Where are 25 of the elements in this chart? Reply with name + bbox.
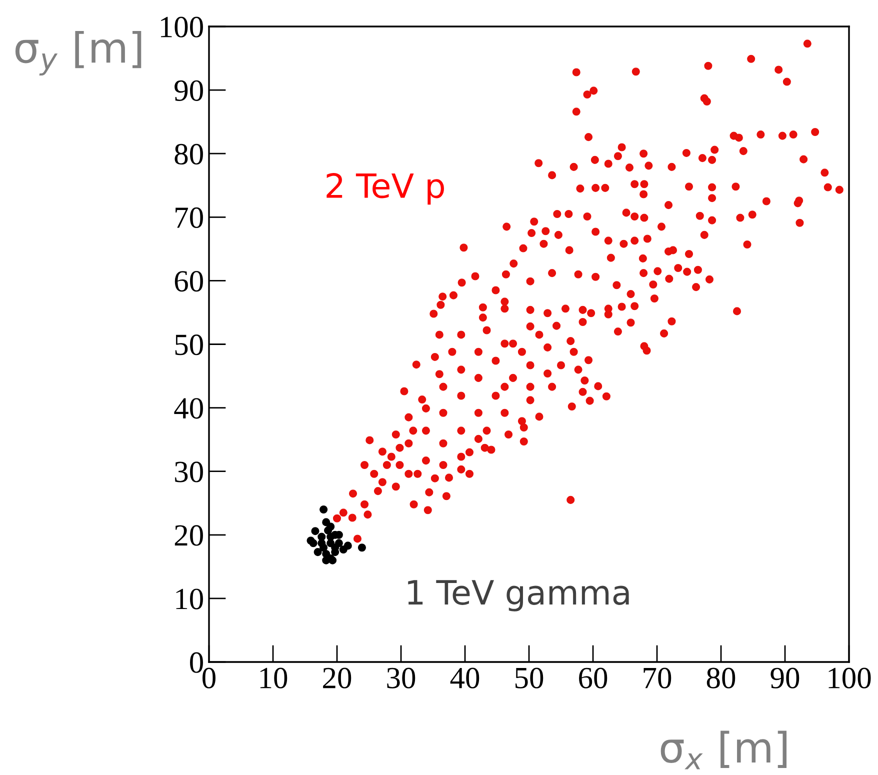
y-tick-label: 70	[176, 207, 203, 228]
y-tick-label: 100	[160, 16, 203, 38]
y-tick-label: 80	[174, 144, 203, 164]
x-tick-label: 90	[770, 668, 800, 688]
y-tick-label: 20	[174, 525, 203, 546]
x-tick-label: 80	[706, 668, 736, 688]
x-tick-label: 100	[828, 668, 871, 688]
y-axis-title: σ$_{y}$ [m]	[15, 31, 142, 76]
x-tick-label: 30	[387, 668, 416, 688]
series-label: 1 TeV gamma	[408, 580, 629, 612]
series-label: 2 TeV p	[326, 173, 444, 205]
y-tick-label: 60	[174, 270, 203, 292]
x-tick-label: 40	[450, 668, 480, 688]
x-tick-label: 70	[644, 668, 672, 688]
x-tick-label: 50	[516, 668, 544, 688]
x-tick-label: 20	[323, 668, 352, 688]
y-tick-label: 90	[174, 80, 203, 101]
y-tick-label: 40	[174, 398, 203, 419]
x-axis-title: σ$_{x}$ [m]	[660, 730, 787, 770]
x-tick-label: 10	[260, 668, 288, 688]
y-tick-label: 50	[175, 334, 203, 356]
y-tick-label: 30	[175, 462, 203, 482]
x-tick-label: 60	[579, 668, 608, 688]
y-tick-label: 10	[176, 588, 203, 610]
y-tick-label: 0	[190, 652, 203, 673]
